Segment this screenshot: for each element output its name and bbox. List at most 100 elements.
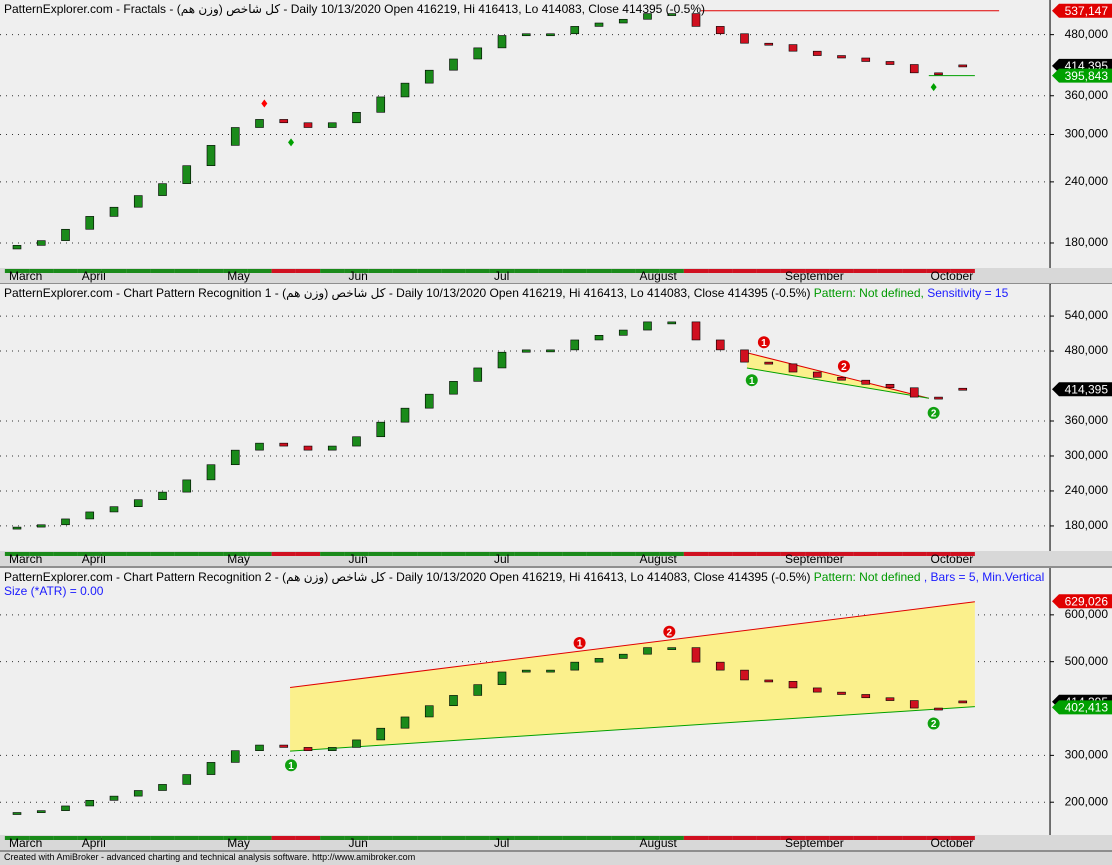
- candle: [546, 33, 555, 37]
- trend-strip: [174, 552, 199, 556]
- candle: [497, 351, 507, 369]
- candle: [133, 499, 143, 507]
- candle: [255, 119, 264, 128]
- trend-strip: [101, 552, 127, 556]
- trend-strip: [780, 836, 806, 840]
- trend-strip: [708, 269, 733, 273]
- trend-strip: [77, 552, 102, 556]
- candle: [764, 679, 774, 683]
- trend-strip: [174, 836, 199, 840]
- footer: Created with AmiBroker - advanced charti…: [4, 852, 416, 862]
- trend-strip: [101, 836, 127, 840]
- y-tick-label: 540,000: [1065, 308, 1109, 322]
- price-tag: [1052, 700, 1112, 715]
- candle: [958, 700, 968, 704]
- trend-strip: [586, 552, 612, 556]
- axis-area: [1051, 0, 1112, 268]
- trend-strip: [926, 836, 951, 840]
- y-tick-label: 600,000: [1065, 607, 1109, 621]
- candle: [497, 35, 507, 49]
- pivot-label: 1: [761, 338, 767, 349]
- candle: [909, 64, 919, 74]
- title-part: PatternExplorer.com - Fractals - کل شاخص…: [4, 2, 706, 16]
- candle: [715, 26, 725, 35]
- trend-strip: [295, 836, 321, 840]
- candle: [764, 361, 774, 365]
- trend-strip: [271, 836, 296, 840]
- trend-strip: [877, 836, 903, 840]
- trend-strip: [417, 269, 442, 273]
- trend-strip: [756, 552, 781, 556]
- candle: [740, 33, 749, 44]
- trend-strip: [902, 269, 927, 273]
- price-tag-label: 629,026: [1065, 594, 1109, 608]
- candle: [521, 669, 531, 673]
- trend-strip: [417, 836, 442, 840]
- candle: [788, 681, 798, 689]
- y-tick-label: 500,000: [1065, 654, 1109, 668]
- trend-strip: [271, 552, 296, 556]
- candle: [497, 671, 507, 685]
- candle: [327, 747, 337, 751]
- pane-title: PatternExplorer.com - Fractals - کل شاخص…: [4, 2, 1046, 16]
- candle: [109, 506, 119, 513]
- candle: [182, 774, 192, 785]
- trend-strip: [853, 269, 878, 273]
- candle: [279, 119, 289, 124]
- candle: [958, 387, 968, 391]
- candle: [691, 321, 701, 341]
- trend-strip: [126, 269, 151, 273]
- candle: [376, 421, 386, 438]
- candle: [230, 750, 240, 763]
- trend-strip: [708, 836, 733, 840]
- candle: [958, 64, 968, 68]
- candle: [837, 691, 846, 695]
- x-axis-area: [0, 273, 1050, 283]
- candle: [473, 367, 483, 382]
- x-tick-label: April: [82, 836, 106, 850]
- trend-strip: [4, 836, 30, 840]
- trend-strip: [198, 836, 224, 840]
- candle: [934, 707, 943, 711]
- candle: [12, 812, 22, 815]
- candle: [85, 800, 95, 807]
- pivot-label: 1: [749, 376, 755, 387]
- trend-strip: [368, 552, 393, 556]
- trend-strip: [29, 269, 54, 273]
- trend-strip: [853, 552, 878, 556]
- candle: [546, 349, 555, 353]
- candle: [449, 695, 458, 707]
- candle: [861, 694, 871, 699]
- trend-strip: [877, 552, 903, 556]
- candle: [691, 647, 701, 663]
- trend-strip: [489, 269, 515, 273]
- candle: [885, 61, 895, 65]
- candle: [36, 524, 46, 528]
- candle: [158, 491, 167, 500]
- pivot-point: [663, 625, 676, 638]
- candle: [643, 13, 652, 20]
- trend-strip: [295, 269, 321, 273]
- trend-strip: [53, 269, 78, 273]
- trend-strip: [29, 836, 54, 840]
- pivot-point: [927, 406, 940, 419]
- x-tick-label: Jun: [349, 836, 368, 850]
- title-part: Pattern: Not defined,: [813, 286, 924, 300]
- trend-strip: [586, 269, 612, 273]
- candle: [230, 127, 240, 146]
- trend-strip: [562, 552, 587, 556]
- trend-strip: [586, 836, 612, 840]
- candle: [206, 464, 216, 481]
- candle: [740, 669, 749, 681]
- trend-strip: [29, 552, 54, 556]
- trend-strip: [368, 836, 393, 840]
- trend-strip: [223, 836, 248, 840]
- trend-strip: [150, 836, 175, 840]
- trend-strip: [514, 552, 539, 556]
- trend-strip: [829, 552, 854, 556]
- price-tag-label: 537,147: [1065, 4, 1109, 18]
- trend-strip: [126, 552, 151, 556]
- trend-strip: [344, 552, 369, 556]
- trend-strip: [465, 269, 490, 273]
